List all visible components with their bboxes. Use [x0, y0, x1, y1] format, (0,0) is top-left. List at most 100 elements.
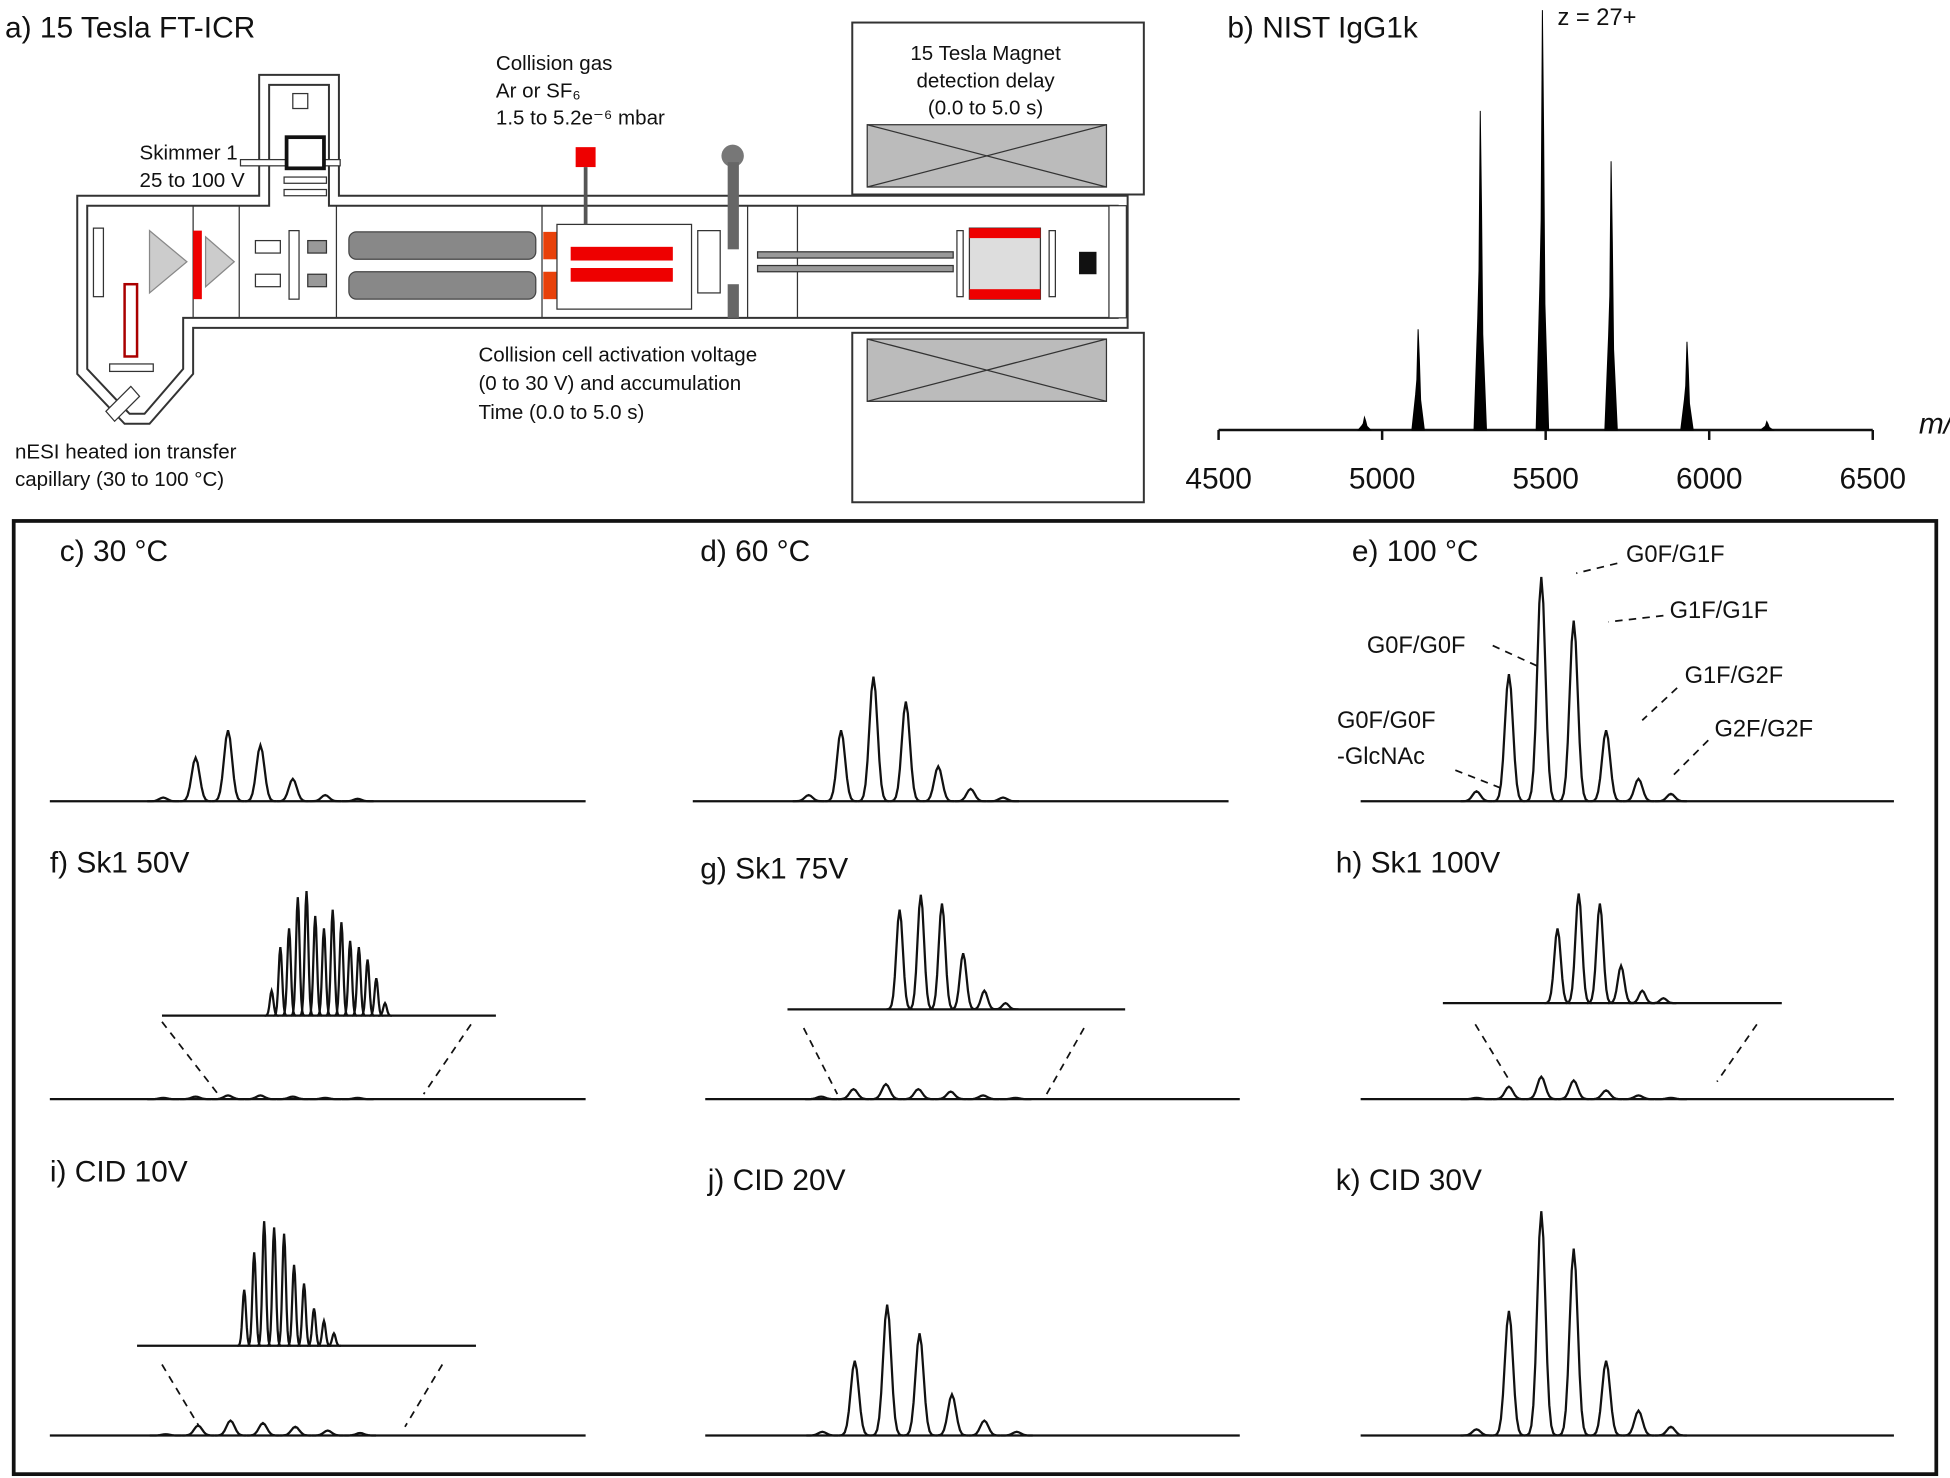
spectrum-peak: [276, 1233, 292, 1347]
spectrum-peak: [1650, 996, 1677, 1005]
spectrum-peak: [1557, 1078, 1590, 1101]
spectrum-peak: [306, 1308, 322, 1347]
leader-line: [1641, 687, 1678, 721]
spectrum-peak: [378, 1000, 392, 1017]
zoom-line: [1716, 1023, 1758, 1083]
spectrum-peak: [179, 1095, 212, 1101]
chart-title: b) NIST IgG1k: [1227, 11, 1418, 44]
panel-label: g) Sk1 75V: [700, 853, 848, 886]
spectrum-peak: [889, 701, 922, 803]
panel-label: h) Sk1 100V: [1336, 846, 1501, 879]
spectrum-peak: [805, 1095, 838, 1101]
annotation: capillary (30 to 100 °C): [15, 468, 224, 491]
spectrum-peak: [869, 1082, 902, 1101]
spectrum-peak: [149, 1433, 182, 1437]
panel-label: f) Sk1 50V: [50, 846, 190, 879]
spectrum-peak: [825, 730, 858, 803]
annotation: Collision gas: [496, 52, 612, 75]
zoom-line: [1045, 1027, 1085, 1095]
instrument-diagram: [76, 21, 1145, 504]
spectrum-peak: [907, 894, 934, 1011]
peak: [1759, 420, 1775, 431]
spectrum-peak: [950, 953, 977, 1011]
spectrum-peak: [214, 1419, 247, 1437]
spectrum-peak: [934, 1090, 967, 1101]
spectrum-peak: [1460, 790, 1493, 803]
annotation: 15 Tesla Magnet: [910, 42, 1061, 65]
spectrum-peak: [1629, 989, 1656, 1005]
peak-label: G1F/G1F: [1670, 598, 1769, 624]
panel-label: c) 30 °C: [60, 535, 168, 568]
spectrum-peak: [276, 1095, 309, 1101]
spectrum-peak: [296, 1283, 312, 1347]
spectrum-peak: [1654, 1425, 1687, 1437]
spectrum-peak: [922, 763, 955, 803]
spectrum-peak: [1590, 1089, 1623, 1101]
panel-label: j) CID 20V: [707, 1164, 846, 1197]
spectrum-peak: [1654, 1096, 1687, 1101]
spectrum-peak: [256, 1221, 272, 1347]
spectrum-peak: [147, 1096, 180, 1101]
spectrum-peak: [341, 797, 374, 803]
spectrum-peak: [1565, 893, 1592, 1005]
x-tick-label: 5000: [1349, 463, 1416, 496]
spectrum-peak: [1492, 674, 1526, 803]
spectrum-peak: [246, 1421, 279, 1437]
spectrum-peak: [992, 1001, 1019, 1011]
spectrum-peak: [886, 909, 913, 1011]
zoom-line: [1474, 1023, 1511, 1083]
spectrum-peak: [244, 741, 277, 803]
spectrum-peak: [1460, 1428, 1493, 1437]
spectrum-peak: [316, 1316, 331, 1347]
x-tick-label: 5500: [1512, 463, 1579, 496]
spectrum-peak: [326, 1331, 341, 1347]
spectrum-peak: [344, 1431, 377, 1437]
spectrum-peak: [309, 1096, 342, 1101]
spectrum-peak: [276, 777, 309, 803]
spectrum-peak: [266, 1227, 282, 1347]
annotation: Ar or SF₆: [496, 79, 581, 102]
spectrum-peak: [806, 1430, 839, 1437]
peak-label: G1F/G2F: [1685, 663, 1784, 689]
spectrum-peak: [1654, 792, 1687, 803]
spectrum-peak: [987, 796, 1019, 803]
spectrum-peak: [246, 1252, 262, 1347]
annotation: 1.5 to 5.2e⁻⁶ mbar: [496, 107, 665, 130]
leader-line: [1492, 644, 1540, 668]
zoom-line: [404, 1364, 444, 1428]
spectrum-peak: [1525, 1211, 1558, 1437]
spectrum-peak: [1590, 1360, 1623, 1437]
spectrum-peak: [1492, 1085, 1525, 1101]
spectrum-peak: [871, 1304, 904, 1437]
spectrum-peak: [928, 903, 956, 1011]
spectrum-peak: [244, 1094, 277, 1101]
spectrum-peak: [935, 1391, 968, 1437]
spectrum-peak: [1492, 1310, 1526, 1437]
annotation: z = 27+: [1558, 5, 1637, 31]
spectrum-peak: [971, 988, 998, 1011]
annotation: Time (0.0 to 5.0 s): [478, 401, 644, 424]
spectrum-peak: [1590, 730, 1623, 803]
spectrum-peak: [967, 1094, 1000, 1101]
panel-frame: [11, 519, 1939, 1477]
spectrum-peak: [311, 1429, 344, 1437]
panel-label: e) 100 °C: [1352, 535, 1479, 568]
panel-label: i) CID 10V: [50, 1155, 188, 1188]
x-axis-label: m/z: [1919, 408, 1950, 441]
annotation: (0 to 30 V) and accumulation: [478, 372, 741, 395]
annotation: Collision cell activation voltage: [478, 343, 757, 366]
spectrum-peak: [968, 1419, 1001, 1437]
spectrum-peak: [1525, 576, 1558, 803]
peak-label: G2F/G2F: [1715, 717, 1814, 743]
panel-label: d) 60 °C: [700, 535, 810, 568]
annotation: detection delay: [916, 69, 1055, 92]
spectrum-peak: [1622, 777, 1655, 803]
x-tick-label: 6500: [1839, 463, 1906, 496]
zoom-line: [802, 1027, 839, 1095]
spectrum-peak: [279, 1425, 312, 1437]
spectrum-peak: [341, 1096, 374, 1101]
spectrum-peak: [1622, 1408, 1655, 1437]
spectrum-peak: [309, 793, 342, 803]
x-tick-label: 4500: [1185, 463, 1252, 496]
